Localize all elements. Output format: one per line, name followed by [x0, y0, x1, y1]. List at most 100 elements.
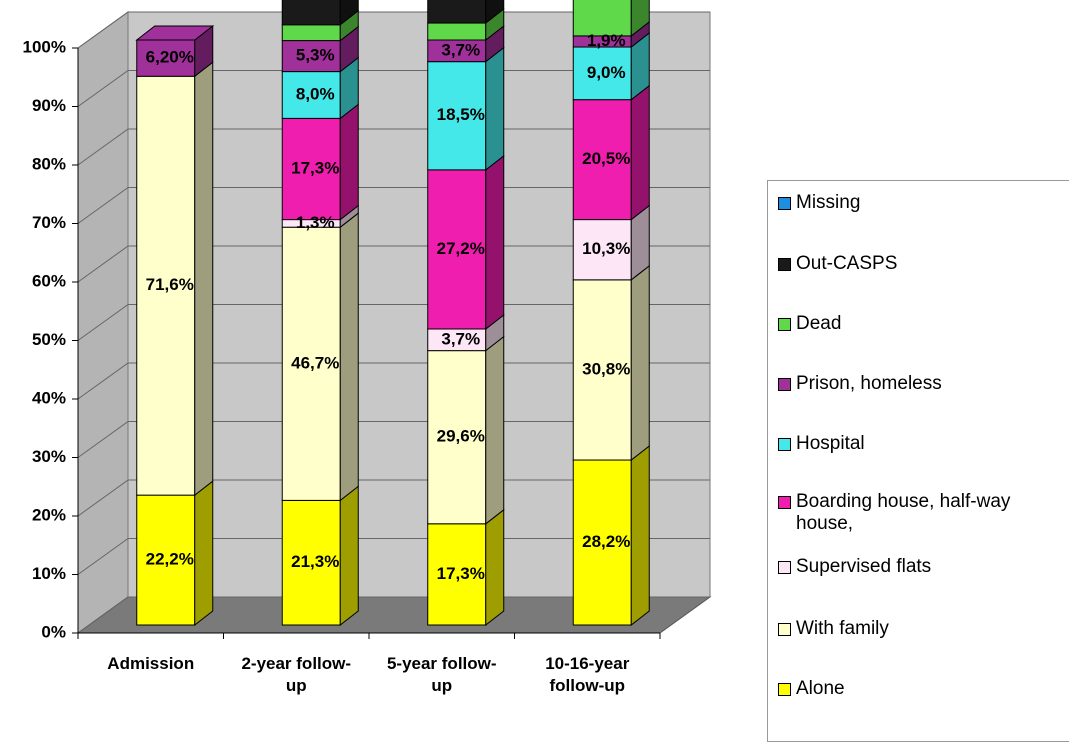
legend-label: Alone — [796, 678, 845, 699]
grid-line — [77, 11, 129, 49]
legend-swatch — [778, 258, 791, 271]
bar-side-shade — [485, 314, 504, 351]
bar-side-shade — [340, 205, 359, 228]
y-tick-label: 50% — [32, 330, 66, 349]
legend-item: Out-CASPS — [778, 253, 1069, 275]
bar-segment — [281, 24, 341, 42]
bar-segment — [572, 459, 632, 626]
bar-segment — [572, 219, 632, 281]
bar-top — [135, 25, 215, 41]
grid-line — [77, 187, 129, 224]
bar-side-shade — [485, 9, 504, 40]
bar-segment — [572, 279, 632, 461]
bar-side — [339, 0, 359, 26]
legend-label: Prison, homeless — [796, 373, 942, 394]
page: 0% 10% 20% 30% 40% 50% 60% 70% 80% 90% 100% 22,2% 71… — [22, 0, 1069, 742]
data-label: 10,3% — [582, 239, 630, 258]
data-label: 21,3% — [291, 552, 339, 571]
bar-side-shade — [631, 33, 650, 100]
y-tick-label: 10% — [32, 564, 66, 583]
y-tick-label: 20% — [32, 505, 66, 524]
grid-line — [77, 304, 129, 341]
bar-side-shade — [340, 26, 359, 72]
data-label: 9,0% — [587, 63, 626, 82]
bar-side-shade — [485, 509, 504, 625]
x-tick-label: 5-year follow-up — [386, 654, 497, 695]
legend-swatch — [778, 683, 791, 696]
bar-side-shade — [340, 486, 359, 625]
grid-line — [77, 421, 129, 458]
bar-segment — [572, 99, 632, 221]
legend-label: With family — [796, 618, 889, 639]
data-label: 30,8% — [582, 359, 630, 378]
data-label: 17,3% — [437, 564, 485, 583]
legend-label: Supervised flats — [796, 556, 932, 577]
legend-swatch — [778, 623, 791, 636]
bar-side-shade — [631, 265, 650, 461]
data-label: 22,2% — [146, 550, 194, 569]
grid-line — [77, 538, 129, 575]
bar-segment — [427, 61, 487, 171]
legend: Missing Out-CASPS Dead Prison, homeless Hosp… — [767, 180, 1069, 742]
data-label: 5,3% — [296, 46, 335, 65]
data-label: 27,2% — [437, 239, 485, 258]
data-label: 1,9% — [587, 31, 626, 50]
x-tick-label: 10-16-year follow-up — [545, 654, 630, 695]
y-tick-label: 70% — [32, 213, 66, 232]
legend-label: Boarding house, half-way house, — [796, 491, 1011, 534]
legend-swatch — [778, 438, 791, 451]
bar-segment — [427, 0, 487, 24]
y-tick-label: 100% — [23, 37, 66, 56]
bar-side-shade — [631, 0, 650, 36]
legend-label: Hospital — [796, 433, 865, 454]
bar-side-shade — [485, 336, 504, 524]
legend-swatch — [778, 318, 791, 331]
bar-segment — [427, 350, 487, 525]
bar-segment — [281, 499, 341, 626]
legend-item: Supervised flats — [778, 556, 1069, 578]
legend-item: Hospital — [778, 433, 1069, 455]
bar-side-shade — [485, 26, 504, 62]
data-label: 17,3% — [291, 158, 339, 177]
legend-item: Boarding house, half-way house, — [778, 491, 1069, 535]
legend-item: Dead — [778, 313, 1069, 335]
legend-item: Alone — [778, 678, 1069, 700]
grid-line — [77, 596, 129, 634]
bar-segment — [281, 71, 341, 119]
data-label: 1,3% — [296, 213, 335, 232]
bar-segment — [281, 117, 341, 221]
data-label: 46,7% — [291, 353, 339, 372]
grid-line — [77, 479, 129, 517]
bar-side-shade — [631, 446, 650, 625]
data-label: 29,6% — [437, 427, 485, 446]
bar-side-shade — [485, 0, 504, 24]
y-tick-label: 60% — [32, 271, 66, 290]
bar-side-shade — [485, 155, 504, 329]
y-tick-label: 30% — [32, 447, 66, 466]
data-label: 28,2% — [582, 532, 630, 551]
legend-item: With family — [778, 618, 1069, 640]
bar-segment — [281, 226, 341, 501]
grid-line — [77, 362, 129, 400]
data-label: 71,6% — [146, 275, 194, 294]
bar-side-shade — [631, 205, 650, 280]
y-tick-label: 90% — [32, 96, 66, 115]
bar-segment — [427, 22, 487, 41]
x-tick-label: 2-year follow-up — [241, 654, 352, 695]
x-tick-label: Admission — [107, 654, 195, 673]
bar-side-shade — [631, 85, 650, 220]
legend-label: Missing — [796, 192, 861, 213]
chart: 0% 10% 20% 30% 40% 50% 60% 70% 80% 90% 100% 22,2% 71… — [23, 0, 712, 641]
bar-side-shade — [340, 104, 359, 220]
bar-side-shade — [194, 26, 213, 77]
grid-line — [77, 245, 129, 283]
bar-segment — [281, 0, 341, 26]
bar-segment — [136, 75, 196, 496]
legend-label: Dead — [796, 313, 842, 334]
data-label: 8,0% — [296, 84, 335, 103]
bar-side-shade — [340, 57, 359, 119]
legend-label: Out-CASPS — [796, 253, 898, 274]
y-tick-label: 40% — [32, 388, 66, 407]
bar-segment — [572, 46, 632, 101]
bar-segment — [281, 40, 341, 73]
